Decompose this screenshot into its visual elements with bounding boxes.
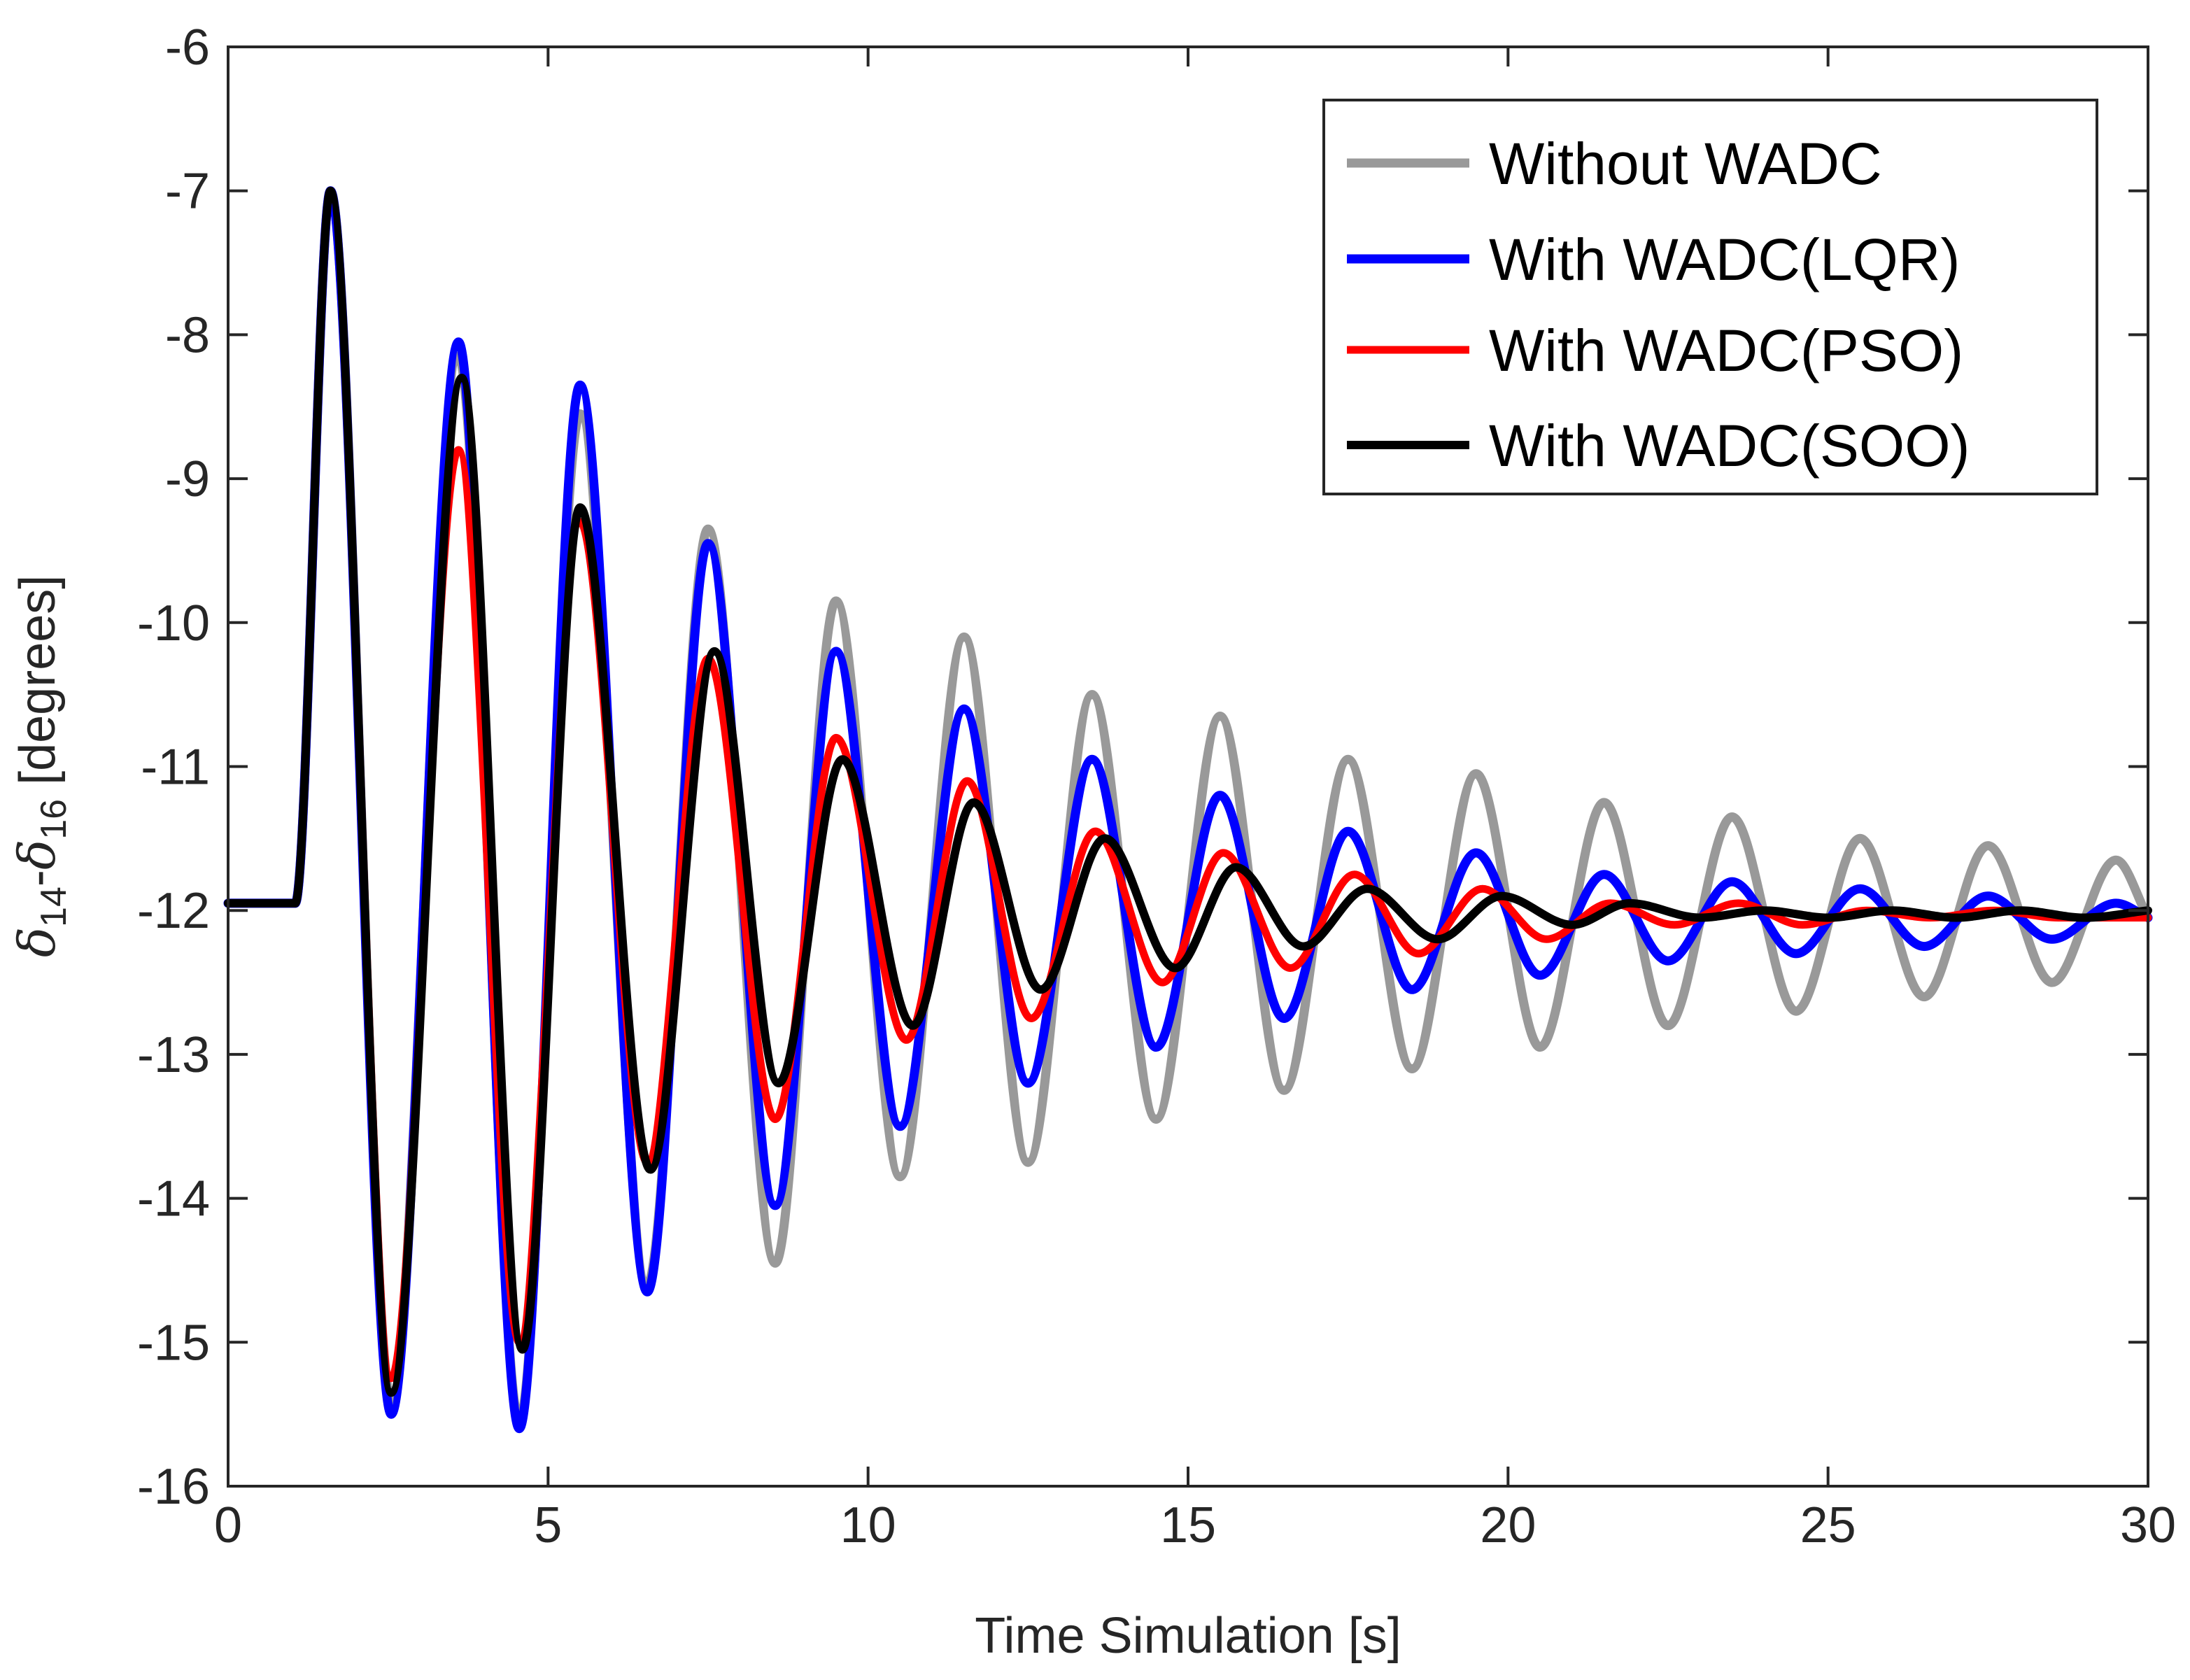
legend: Without WADC With WADC(LQR) With WADC(PSO)… [1322,99,2098,495]
tick-layer: 0 5 10 15 20 25 30 -16 -15 -14 -13 -12 -11 -10 -9 -8 -7 -… [137,20,2176,1553]
legend-label-2: With WADC(LQR) [1489,227,1961,292]
legend-label-1: Without WADC [1489,131,1882,197]
y-tick-label: -13 [137,1027,210,1083]
y-axis-title-unit: [degrees] [10,575,66,799]
x-tick-label: 30 [2120,1497,2176,1553]
y-tick-label: -6 [165,20,210,76]
x-tick-label: 15 [1160,1497,1216,1553]
legend-label-4: With WADC(SOO) [1489,413,1970,479]
y-tick-label: -16 [137,1459,210,1515]
x-tick-label: 5 [534,1497,562,1553]
x-tick-label: 0 [214,1497,242,1553]
y-tick-label: -11 [141,740,210,796]
y-axis-title-subscript-b: 16 [34,799,74,840]
series-layer [223,186,2153,1434]
y-tick-label: -8 [165,307,210,363]
x-tick-label: 10 [840,1497,896,1553]
y-tick-label: -10 [137,595,210,651]
x-axis-title: Time Simulation [s] [975,1608,1401,1664]
x-tick-label: 20 [1480,1497,1536,1553]
y-tick-label: -14 [137,1171,210,1227]
y-axis-title-subscript-a: 14 [34,887,74,927]
series-line-2 [223,186,2153,1434]
y-tick-label: -9 [165,451,210,507]
y-tick-label: -7 [165,164,210,220]
y-tick-label: -15 [137,1315,210,1371]
y-axis-title-delta-a: δ [8,927,66,957]
legend-label-3: With WADC(PSO) [1489,318,1963,383]
y-axis-title-dash: - [10,870,66,887]
y-axis-title: δ14-δ16 [degrees] [8,575,74,958]
y-axis-title-delta-b: δ [8,840,66,870]
y-tick-label: -12 [137,883,210,939]
series-line-4 [224,186,2152,1397]
legend-entries: Without WADC With WADC(LQR) With WADC(PSO)… [1347,131,1970,479]
x-tick-label: 25 [1800,1497,1856,1553]
